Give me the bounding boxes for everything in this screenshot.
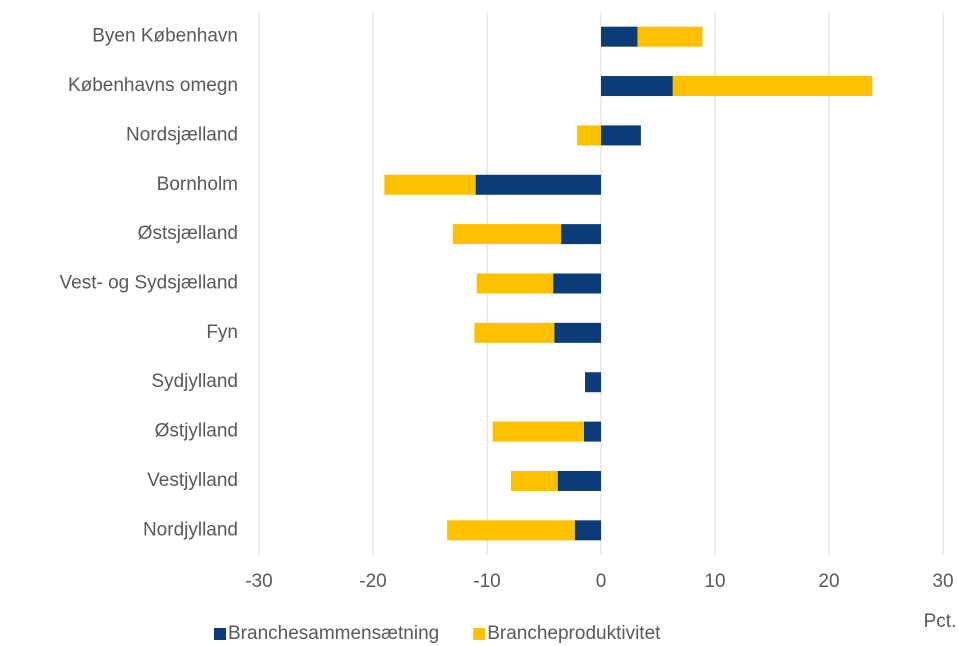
bar: [577, 125, 601, 146]
legend-label: Brancheproduktivitet: [487, 623, 661, 644]
x-tick-label: -20: [359, 571, 386, 592]
x-axis-label: Pct.: [924, 611, 957, 632]
y-tick-label: Københavns omegn: [68, 75, 238, 96]
bar: [554, 322, 601, 343]
x-tick-label: 0: [596, 571, 607, 592]
y-tick-label: Østjylland: [155, 421, 238, 442]
bar: [561, 224, 601, 245]
bar: [574, 520, 601, 541]
bar: [452, 224, 562, 245]
y-tick-label: Fyn: [206, 322, 238, 343]
x-tick-label: -30: [245, 571, 272, 592]
bar: [447, 520, 575, 541]
bar: [585, 372, 601, 393]
bar: [637, 26, 703, 47]
bar: [601, 26, 638, 47]
y-tick-label: Bornholm: [157, 174, 238, 195]
y-tick-label: Vest- og Sydsjælland: [60, 273, 239, 294]
bar: [384, 174, 476, 195]
legend-swatch: [214, 628, 226, 640]
bar: [492, 421, 584, 442]
bar: [474, 322, 555, 343]
x-tick-label: 30: [932, 571, 953, 592]
bar: [672, 76, 873, 97]
bar: [476, 273, 554, 294]
bar: [557, 470, 601, 491]
bar: [601, 76, 673, 97]
y-tick-label: Byen København: [92, 26, 238, 47]
bar: [510, 470, 558, 491]
y-tick-label: Sydjylland: [151, 371, 238, 392]
x-tick-label: 10: [704, 571, 725, 592]
y-tick-label: Nordsjælland: [126, 124, 238, 145]
x-tick-label: -10: [473, 571, 500, 592]
y-tick-label: Nordjylland: [143, 519, 238, 540]
y-tick-label: Østsjælland: [138, 223, 238, 244]
bar: [601, 125, 641, 146]
y-tick-label: Vestjylland: [147, 470, 238, 491]
legend-label: Branchesammensætning: [228, 623, 439, 644]
bar: [553, 273, 601, 294]
bar: [475, 174, 601, 195]
bar: [583, 421, 601, 442]
x-tick-label: 20: [818, 571, 839, 592]
legend-swatch: [473, 628, 486, 640]
